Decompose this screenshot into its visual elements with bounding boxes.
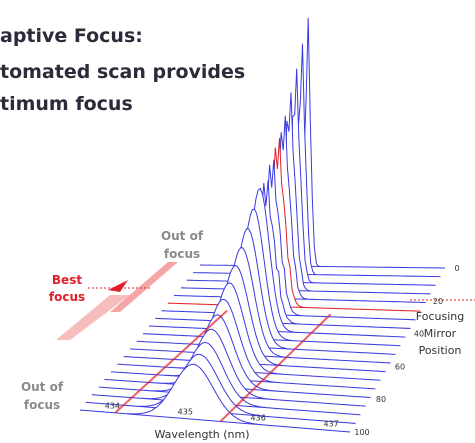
arrow-head (108, 280, 128, 292)
depth-axis-label: Position (419, 344, 462, 357)
spectrum (98, 328, 366, 407)
arrow (56, 295, 130, 340)
x-axis-label: Wavelength (nm) (154, 428, 249, 441)
depth-axis-label: Mirror (424, 327, 457, 340)
spectrum (136, 228, 396, 355)
annotation: Best (52, 273, 82, 287)
depth-tick-label: 20 (433, 297, 443, 306)
depth-tick-label: 40 (414, 330, 424, 339)
spectrum (148, 187, 406, 338)
spectrum (199, 17, 446, 269)
annotation: focus (164, 247, 200, 261)
annotation: focus (49, 290, 85, 304)
spectrum (129, 247, 391, 364)
annotation: Out of (21, 380, 64, 394)
waterfall-plot (79, 17, 446, 433)
x-tick-label: 436 (251, 414, 266, 423)
spectrum (161, 159, 416, 321)
x-tick-label: 435 (178, 408, 193, 417)
title-line: aptive Focus: (0, 25, 143, 47)
spectrum (173, 115, 426, 304)
arrow (110, 262, 178, 312)
spectrum (181, 92, 431, 295)
title-line: timum focus (0, 93, 133, 115)
annotation: Out of (161, 229, 204, 243)
x-tick-label: 437 (323, 419, 338, 428)
x-tick-label: 434 (105, 402, 120, 411)
spectrum (123, 265, 386, 373)
spectrum (154, 180, 411, 329)
spectrum (142, 208, 401, 347)
depth-tick-label: 80 (376, 395, 386, 404)
spectrum (167, 137, 421, 312)
depth-tick-label: 0 (454, 264, 459, 273)
spectrum (117, 282, 381, 381)
floor-marker (114, 309, 228, 414)
spectrum (85, 353, 356, 424)
annotation: focus (24, 398, 60, 412)
floor-marker (219, 313, 332, 423)
spectrum (79, 363, 351, 433)
depth-tick-label: 60 (395, 362, 405, 371)
depth-axis-label: Focusing (416, 310, 464, 323)
title-line: tomated scan provides (0, 61, 245, 83)
depth-tick-label: 100 (354, 428, 369, 437)
spectrum (91, 342, 361, 416)
